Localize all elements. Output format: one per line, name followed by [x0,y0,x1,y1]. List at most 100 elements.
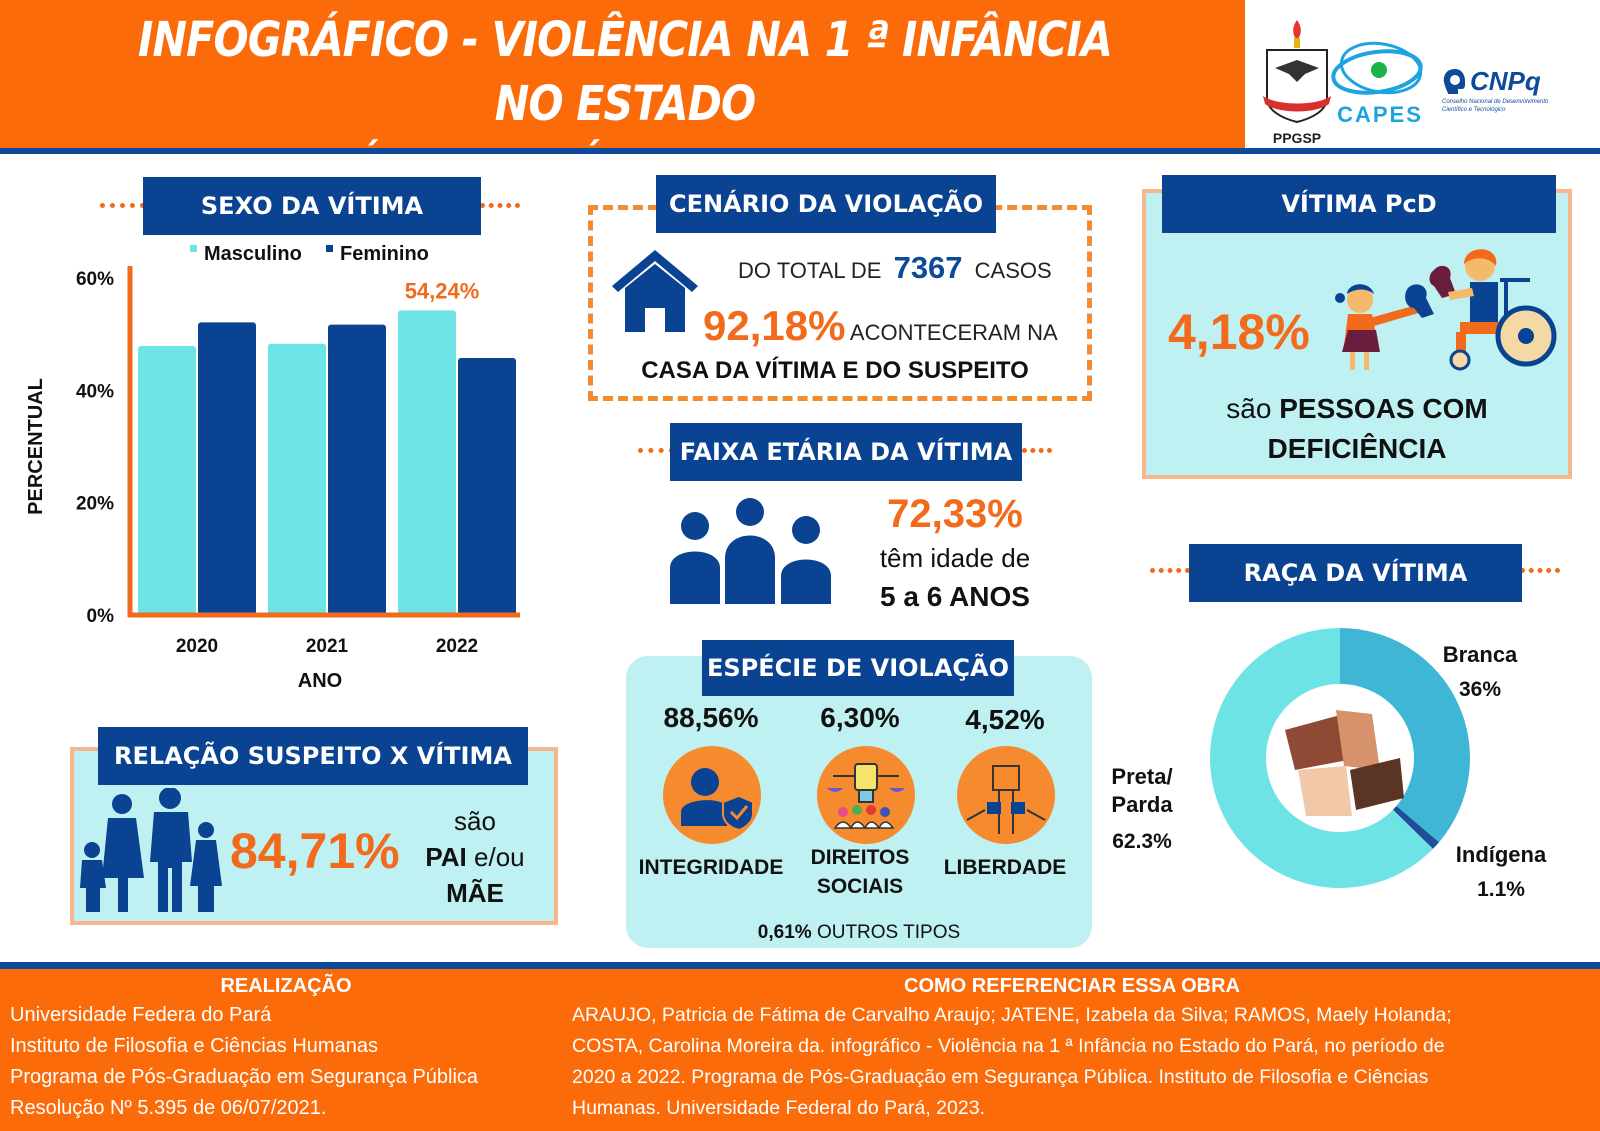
faixa-percent: 72,33% [887,492,1023,536]
relacao-percent: 84,71% [230,823,400,879]
cenario-percent: 92,18% [703,302,846,349]
ppgsp-label: PPGSP [1272,130,1322,146]
legend-swatch [190,245,197,252]
cnpq-subtitle-line-1: Conselho Nacional de Desenvolvimento [1442,99,1549,105]
section-title-faixa: FAIXA ETÁRIA DA VÍTIMA [670,423,1022,481]
especie-label: INTEGRIDADE [638,856,784,879]
y-tick-label: 20% [76,494,114,515]
group-people-icon [670,498,831,604]
bars [138,310,516,615]
cnpq-subtitle-line-2: Científico e Tecnológico [1442,107,1506,113]
section-title-relacao: RELAÇÃO SUSPEITO X VÍTIMA [98,727,528,785]
relacao-text-3: MÃE [446,878,504,908]
cenario-total-prefix: DO TOTAL DE [738,258,882,283]
dotted-line-right [1520,568,1560,573]
slice-value-label: 1.1% [1477,878,1525,901]
broken-chains-fist-icon [966,765,1046,834]
capes-label: CAPES [1337,102,1423,127]
bar-masculino-2020 [138,345,196,615]
cenario-line-3: CASA DA VÍTIMA E DO SUSPEITO [641,357,1029,384]
x-tick-label: 2021 [306,636,349,657]
x-axis-label: ANO [298,670,342,692]
cenario-line-1: DO TOTAL DE 7367 CASOS [738,250,1052,286]
relacao-pai: PAI [425,842,467,872]
legend-swatch [326,245,333,252]
slice-label: Preta/ [1111,764,1172,789]
section-title-raca: RAÇA DA VÍTIMA [1189,544,1522,602]
ref-line: COSTA, Carolina Moreira da. infográfico … [572,1035,1445,1057]
realizacao-title: REALIZAÇÃO [220,975,352,997]
header-divider [0,148,1600,154]
ref-title: COMO REFERENCIAR ESSA OBRA [904,975,1240,997]
especie-label-line-2: SOCIAIS [816,875,904,898]
y-axis-ticks: 0% 20% 40% 60% [76,269,114,627]
others-label: OUTROS TIPOS [816,922,961,943]
realizacao-line: Resolução Nº 5.395 de 06/07/2021. [10,1097,327,1119]
pcd-text-bold-1: PESSOAS COM [1279,393,1488,424]
section-title-pcd: VÍTIMA PcD [1162,175,1556,233]
slice-label: Branca [1443,642,1518,667]
cenario-total-suffix: CASOS [974,258,1052,283]
pcd-text-prefix: são [1226,393,1272,424]
especie-label: LIBERDADE [943,856,1067,879]
x-tick-label: 2022 [436,636,478,657]
joined-hands-icon [1268,686,1412,830]
x-tick-label: 2020 [176,636,218,657]
person-shield-icon [681,768,754,832]
others-percent: 0,61% [757,922,812,943]
ref-line: Humanas. Universidade Federal do Pará, 2… [572,1097,985,1119]
relacao-e-ou: e/ou [474,842,525,872]
dotted-line-left [1150,568,1190,573]
faixa-line-2: têm idade de [879,543,1031,573]
faixa-line-3: 5 a 6 ANOS [880,581,1030,612]
ppgsp-logo: PPGSP [1257,18,1337,146]
especie-percent: 88,56% [663,702,759,733]
capes-orbit-icon [1331,41,1423,95]
footer: REALIZAÇÃO Universidade Federa do Pará I… [0,969,1600,1131]
footer-divider [0,962,1600,969]
realizacao-line: Instituto de Filosofia e Ciências Humana… [10,1035,378,1057]
ref-line: 2020 a 2022. Programa de Pós-Graduação e… [572,1066,1429,1088]
cnpq-subtitle: Conselho Nacional de Desenvolvimento Cie… [1442,98,1548,114]
pcd-text-line-1: são PESSOAS COM [1142,393,1572,425]
cnpq-label: CNPq [1470,66,1541,96]
ufpa-crest-icon [1263,20,1331,124]
pcd-text-line-2: DEFICIÊNCIA [1267,433,1447,464]
slice-branca [1340,628,1470,843]
capes-logo: CAPES [1325,36,1435,136]
especie-icon-circle [663,746,761,844]
children-wheelchair-illustration [1335,249,1557,371]
y-tick-label: 40% [76,381,114,402]
dotted-line-right [1022,448,1052,453]
bar-feminino-2020 [198,322,256,615]
legend-label: Feminino [340,243,429,265]
cnpq-head-icon [1443,69,1465,94]
justice-fist-people-icon [827,763,905,830]
slice-indígena [1392,805,1440,849]
realizacao-lines: Universidade Federa do Pará Instituto de… [10,1000,570,1124]
especie-label: DIREITOS [810,846,910,869]
chart-legend: Masculino Feminino [190,243,429,265]
pcd-percent: 4,18% [1168,304,1310,360]
dotted-line-left [638,448,674,453]
section-title-sexo: SEXO DA VÍTIMA [143,177,481,235]
slice-label: Indígena [1456,842,1547,867]
sexo-bar-chart: Masculino Feminino 0% 20% 40% 60% 2020 2021 20… [25,243,520,692]
relacao-text-2: PAI e/ou [412,842,538,873]
y-axis-label: PERCENTUAL [25,378,47,515]
y-tick-label: 0% [87,606,115,627]
cenario-happened-text: ACONTECERAM NA [849,320,1058,345]
y-tick-label: 60% [76,269,114,290]
total-cases-value: 7367 [893,250,963,285]
donut-labels: Branca 36% Indígena 1.1% Preta/Parda 62.3% [1111,642,1547,901]
raca-donut-chart: Branca 36% Indígena 1.1% Preta/Parda 62.3% [1111,628,1547,901]
legend-label: Masculino [204,243,302,265]
dotted-line-right [480,203,520,208]
section-title-especie: ESPÉCIE DE VIOLAÇÃO [702,640,1014,696]
slice-value-label: 62.3% [1112,830,1172,853]
section-title-cenario: CENÁRIO DA VIOLAÇÃO [656,175,996,233]
logos-area: PPGSP CAPES CNPq Conselho Nacional de De… [1245,0,1600,148]
family-silhouette-icon [80,788,222,912]
slice-value-label: 36% [1459,678,1501,701]
cenario-line-2: 92,18% ACONTECERAM NA [703,302,1058,350]
